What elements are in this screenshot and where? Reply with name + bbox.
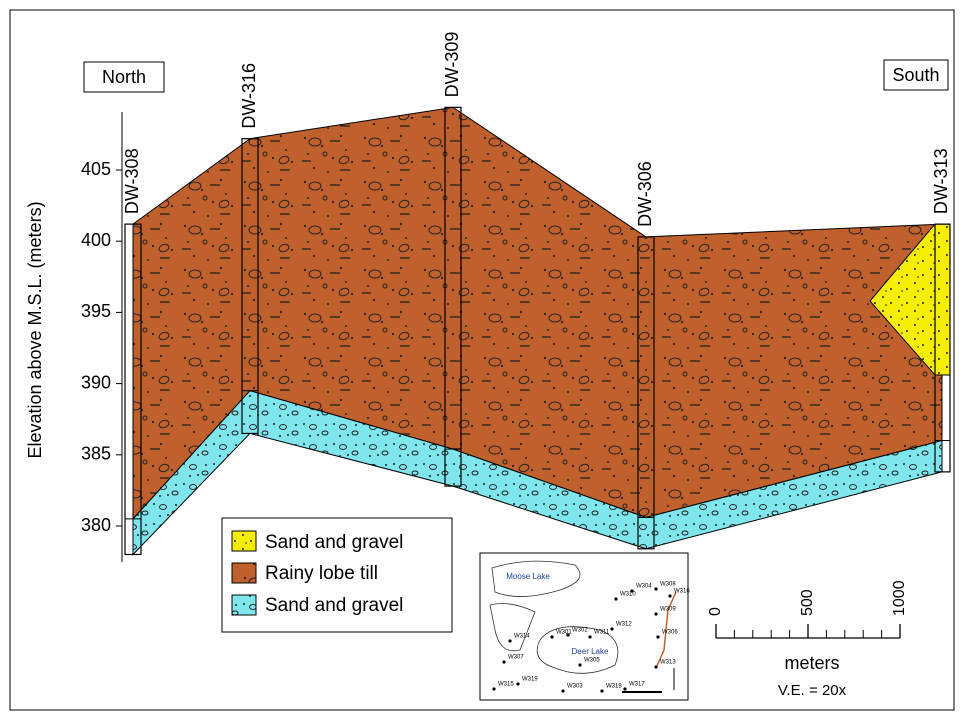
- well-label: DW-313: [931, 148, 951, 214]
- lake-outline: [489, 603, 536, 652]
- legend-label: Sand and gravel: [265, 532, 403, 553]
- well-label: DW-308: [122, 148, 142, 214]
- scale-tick-label: 0: [707, 607, 724, 616]
- y-tick-label: 380: [81, 515, 111, 535]
- map-well-label: W314: [514, 634, 530, 640]
- till-layer: [132, 106, 943, 521]
- y-tick-label: 400: [81, 230, 111, 250]
- map-well: [600, 689, 604, 693]
- lake-outline: [536, 626, 619, 674]
- map-well: [654, 587, 658, 591]
- south-label: South: [892, 65, 939, 85]
- scale-tick-label: 500: [799, 589, 816, 616]
- map-frame: [479, 552, 689, 701]
- map-well-label: W309: [660, 607, 676, 613]
- lake-label: Moose Lake: [506, 572, 550, 581]
- map-well: [516, 682, 520, 686]
- map-well: [668, 594, 672, 598]
- location-map: Moose Lake Deer Lake W304 W308 W310 W316 W309 W…: [479, 552, 690, 701]
- well-label: DW-309: [442, 32, 462, 98]
- map-well: [610, 627, 614, 631]
- legend-swatch: [231, 530, 257, 552]
- y-tick-label: 395: [81, 301, 111, 321]
- map-well-label: W310: [620, 592, 636, 598]
- north-box: [83, 61, 165, 93]
- map-well-label: W301: [556, 630, 572, 636]
- map-well: [623, 687, 627, 691]
- map-well-label: W312: [616, 622, 632, 628]
- map-well-label: W317: [629, 682, 645, 688]
- well-column: [637, 236, 655, 550]
- map-well-label: W311: [594, 630, 610, 636]
- map-well: [656, 635, 660, 639]
- map-well-label: W313: [660, 660, 676, 666]
- north-label: North: [102, 67, 146, 87]
- map-well-label: W318: [606, 684, 622, 690]
- lake-outline: [491, 560, 581, 597]
- map-well-label: W302: [572, 628, 588, 634]
- south-box: [883, 59, 949, 91]
- well-label: DW-316: [239, 63, 259, 129]
- map-well-label: W304: [636, 584, 652, 590]
- map-well-label: W316: [674, 589, 690, 595]
- map-well: [561, 689, 565, 693]
- well-column: [444, 106, 462, 487]
- legend-swatch: [231, 594, 257, 616]
- legend-label: Sand and gravel: [265, 595, 403, 616]
- y-tick-label: 385: [81, 444, 111, 464]
- map-well-label: W308: [660, 582, 676, 588]
- legend-label: Rainy lobe till: [265, 563, 378, 584]
- well-column: [241, 138, 259, 435]
- map-well: [566, 633, 570, 637]
- map-well-label: W306: [662, 630, 678, 636]
- map-well: [588, 635, 592, 639]
- map-well: [492, 687, 496, 691]
- scale-unit: meters: [784, 653, 839, 673]
- map-well-label: W303: [567, 684, 583, 690]
- map-well: [550, 635, 554, 639]
- well-label: DW-306: [635, 161, 655, 227]
- y-axis-label: Elevation above M.S.L. (meters): [25, 201, 45, 458]
- section: [124, 106, 951, 556]
- y-tick-label: 405: [81, 159, 111, 179]
- map-well: [508, 639, 512, 643]
- well-column: [124, 223, 142, 556]
- map-well-label: W315: [498, 682, 514, 688]
- section-line: [655, 591, 677, 669]
- map-well: [502, 660, 506, 664]
- map-well-label: W305: [584, 658, 600, 664]
- frame: [9, 9, 955, 711]
- scale-bar: 0 500 1000: [707, 580, 908, 639]
- vertical-exaggeration: V.E. = 20x: [778, 682, 847, 699]
- lake-label: Deer Lake: [572, 647, 609, 656]
- scale-tick-label: 1000: [891, 580, 908, 616]
- well-column: [934, 223, 951, 473]
- map-well-label: W307: [508, 655, 524, 661]
- map-well: [614, 597, 618, 601]
- map-well-label: W319: [522, 677, 538, 683]
- y-tick-label: 390: [81, 372, 111, 392]
- map-well: [654, 612, 658, 616]
- legend-swatch: [231, 562, 257, 584]
- legend-box: [221, 517, 453, 633]
- map-well: [630, 589, 634, 593]
- map-well: [654, 665, 658, 669]
- map-well: [578, 663, 582, 667]
